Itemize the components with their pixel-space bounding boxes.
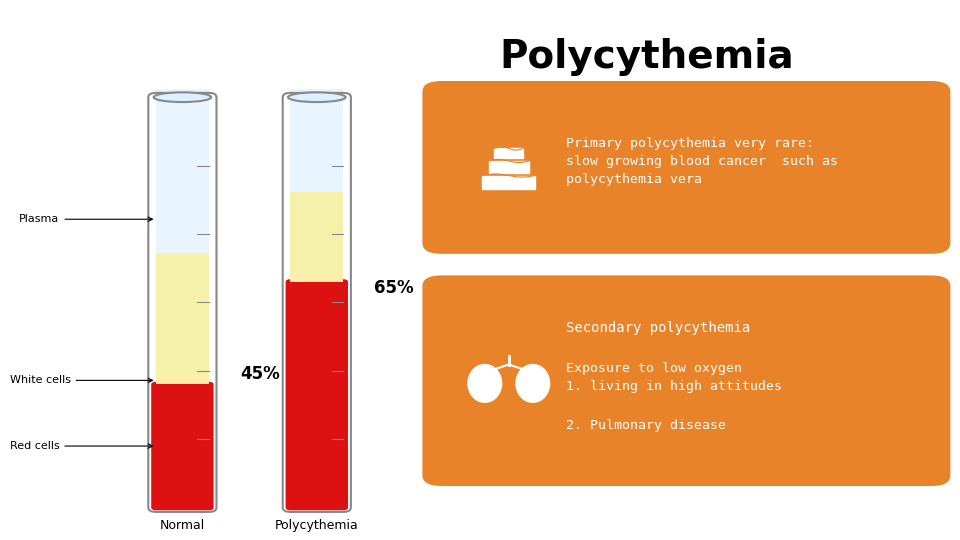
Text: 45%: 45%: [240, 365, 279, 383]
Text: Plasma: Plasma: [19, 214, 153, 224]
FancyBboxPatch shape: [286, 279, 348, 510]
Text: 65%: 65%: [374, 279, 414, 296]
Bar: [290, 274, 344, 282]
Text: Red cells: Red cells: [10, 441, 153, 451]
Text: White cells: White cells: [10, 375, 153, 386]
Bar: [290, 192, 344, 274]
FancyBboxPatch shape: [422, 81, 950, 254]
FancyBboxPatch shape: [422, 275, 950, 486]
Bar: [156, 89, 209, 253]
FancyBboxPatch shape: [494, 148, 523, 158]
Text: Primary polycythemia very rare:
slow growing blood cancer  such as
polycythemia : Primary polycythemia very rare: slow gro…: [566, 138, 838, 186]
Text: Exposure to low oxygen
1. living in high attitudes: Exposure to low oxygen 1. living in high…: [566, 362, 782, 393]
Bar: [290, 89, 344, 192]
Text: Polycythemia: Polycythemia: [499, 38, 794, 76]
Text: Secondary polycythemia: Secondary polycythemia: [566, 321, 751, 335]
Text: Polycythemia: Polycythemia: [275, 519, 359, 532]
Bar: [156, 253, 209, 376]
Bar: [156, 376, 209, 384]
FancyBboxPatch shape: [151, 382, 213, 510]
Text: Normal: Normal: [159, 519, 205, 532]
FancyBboxPatch shape: [483, 176, 536, 189]
FancyBboxPatch shape: [489, 161, 529, 173]
Ellipse shape: [154, 92, 211, 102]
Ellipse shape: [516, 364, 549, 402]
Ellipse shape: [288, 92, 346, 102]
Ellipse shape: [468, 364, 501, 402]
Text: 2. Pulmonary disease: 2. Pulmonary disease: [566, 418, 727, 431]
